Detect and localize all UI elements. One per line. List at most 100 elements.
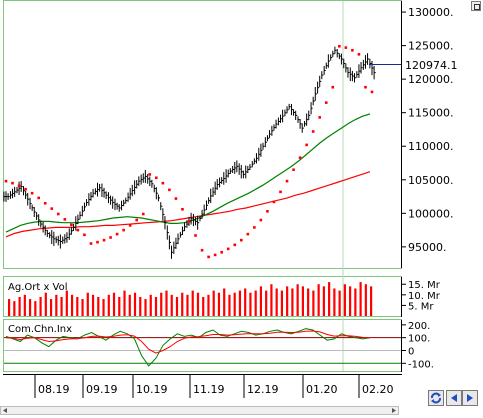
date-tick-label: 09.19 [86, 383, 118, 396]
volume-bar [175, 296, 179, 316]
arrow-right-icon [467, 394, 473, 402]
volume-bar [328, 282, 331, 316]
sar-dot [11, 181, 14, 185]
sar-dot [233, 243, 237, 247]
volume-bar [39, 296, 42, 316]
sar-dot [43, 201, 47, 205]
sar-dot [76, 228, 80, 232]
volume-bar [364, 284, 367, 316]
volume-bar [149, 294, 152, 316]
volume-bar [86, 292, 89, 316]
volume-bar [191, 290, 194, 316]
sar-dot [344, 46, 348, 49]
sar-dot [70, 223, 73, 227]
arrow-left-icon [451, 394, 457, 402]
price-tick-label: 125000. [408, 40, 454, 53]
volume-bar [139, 296, 142, 316]
volume-tick-label: 15. Mr [408, 280, 441, 291]
sar-dot [305, 143, 308, 147]
volume-bar [60, 296, 63, 316]
volume-bar [244, 288, 247, 316]
sar-dot [259, 218, 263, 222]
refresh-icon [431, 392, 441, 404]
ma-long-layer [5, 171, 371, 238]
previous-button[interactable] [446, 390, 462, 406]
date-tick-label: 10.19 [136, 383, 168, 396]
volume-bar [223, 288, 226, 316]
volume-bar [275, 288, 278, 316]
sar-dot [122, 228, 125, 232]
ma-long-line [5, 171, 371, 238]
sar-dot [213, 253, 217, 257]
volume-tick-label: 5. Mr [408, 301, 434, 312]
horizontal-scrollbar[interactable] [0, 406, 399, 415]
sar-dot [148, 173, 152, 176]
sar-dot [220, 250, 223, 254]
volume-bar [144, 299, 147, 316]
sar-dot [253, 226, 256, 229]
indicator-tick-label: 100. [408, 334, 430, 345]
volume-bar [270, 284, 273, 316]
volume-bar [81, 299, 84, 316]
volume-bar [170, 294, 173, 316]
volume-bar [217, 292, 221, 316]
volume-bar [207, 294, 210, 316]
scroll-right-icon[interactable] [392, 408, 396, 413]
volume-bar [307, 288, 310, 316]
sar-dot [200, 248, 204, 252]
volume-bar [133, 292, 137, 316]
last-value-label: 120974.1 [405, 59, 458, 72]
volume-bar [13, 301, 16, 316]
price-tick-label: 95000. [408, 241, 447, 254]
sar-dot [207, 255, 210, 259]
volume-bar [349, 286, 352, 316]
sar-dot [37, 196, 40, 200]
sar-dot [357, 53, 361, 56]
indicator-axis: 200. 100.0 -100. [401, 320, 434, 372]
sar-dot [351, 49, 354, 52]
cci-signal-line [5, 330, 371, 354]
price-panel-frame [3, 0, 402, 269]
volume-bar [49, 299, 53, 316]
sar-dot [279, 190, 282, 194]
refresh-button[interactable] [428, 390, 444, 406]
volume-bar [333, 288, 336, 316]
sar-dot [96, 240, 99, 244]
sar-dot [83, 233, 86, 237]
volume-bar [312, 290, 315, 316]
date-tick-label: 12.19 [247, 383, 279, 396]
sar-dot [89, 242, 93, 245]
volume-bar [370, 286, 373, 316]
volume-bar [317, 284, 320, 316]
volume-bar [280, 290, 284, 316]
sar-dot [285, 179, 289, 183]
indicator-tick-label: 0 [408, 346, 414, 357]
maximize-icon[interactable] [471, 1, 481, 11]
volume-bar [76, 296, 79, 316]
volume-bar [228, 294, 231, 316]
sar-dot [174, 197, 178, 200]
date-axis: 08.19 09.19 10.19 11.19 12.19 01.20 02.20 [3, 374, 402, 398]
indicator-tick-label: -100. [408, 359, 434, 370]
volume-bar [55, 294, 58, 316]
volume-bar [118, 296, 121, 316]
volume-bars-layer [8, 282, 373, 316]
volume-bar [102, 299, 105, 316]
next-button[interactable] [462, 390, 478, 406]
volume-bar [354, 288, 357, 316]
sar-dot [135, 218, 139, 222]
sar-dot [331, 85, 335, 89]
scroll-left-icon[interactable] [3, 408, 7, 413]
volume-bar [8, 299, 11, 316]
volume-bar [202, 296, 205, 316]
price-tick-label: 105000. [408, 174, 454, 187]
volume-bar [238, 290, 242, 316]
sar-dot [246, 232, 250, 236]
volume-bar [291, 288, 294, 316]
price-tick-label: 110000. [408, 140, 454, 153]
volume-bar [107, 294, 110, 316]
sar-dot [141, 212, 145, 216]
sar-dot [338, 44, 341, 48]
volume-bar [212, 290, 215, 316]
